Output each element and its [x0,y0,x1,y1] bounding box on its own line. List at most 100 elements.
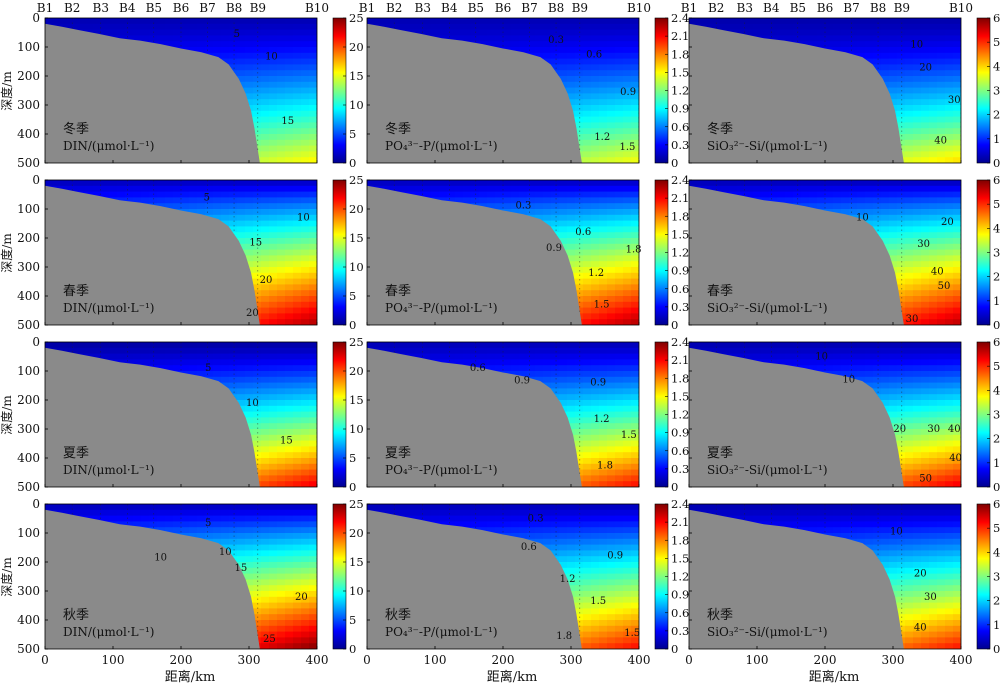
heat-cell [519,23,528,31]
heat-cell [591,23,600,31]
heat-cell [293,110,302,118]
heat-cell [503,41,512,48]
heat-cell [181,180,190,187]
heat-cell [293,243,302,251]
heat-cell [551,35,560,42]
heat-cell [623,70,632,77]
heat-cell [495,191,504,198]
heat-cell [583,255,592,262]
heat-cell [897,64,906,71]
heat-cell [623,284,632,291]
heat-cell [849,41,858,48]
heat-cell [785,197,794,204]
heat-cell [149,23,158,31]
heat-cell [205,203,214,210]
heat-cell [753,180,762,187]
heat-cell [583,35,592,42]
heat-cell [567,64,576,71]
heat-cell [607,313,616,320]
heat-cell [285,319,294,325]
heat-cell [301,243,310,251]
heat-cell [777,29,786,36]
heat-cell [785,185,794,193]
heat-cell [269,191,278,198]
heat-cell [623,272,632,280]
heat-cell [583,52,592,60]
heat-cell [503,180,512,187]
heat-cell [109,180,118,187]
heat-cell [527,209,536,216]
colorbar-tick-label: 0.9 [671,264,689,278]
heat-cell [721,23,730,31]
colorbar-tick-label: 0 [993,156,1000,170]
heat-cell [519,41,528,48]
heat-cell [309,214,317,222]
heat-cell [591,209,600,216]
heat-cell [865,23,874,31]
heat-cell [285,134,294,141]
heat-cell [237,232,246,239]
heat-cell [575,116,584,123]
heat-cell [213,197,222,204]
heat-cell [269,134,278,141]
heat-cell [583,70,592,77]
seabed-land [689,23,904,163]
heat-cell [535,191,544,198]
heat-cell [623,267,632,274]
heat-cell [631,93,639,100]
heat-cell [809,180,818,187]
heat-cell [575,122,584,129]
heat-cell [109,29,118,36]
heat-cell [309,238,317,245]
heat-cell [197,191,206,198]
colorbar-tick-label: 0.6 [671,282,689,296]
heat-cell [865,29,874,36]
heat-cell [591,272,600,280]
heat-cell [301,122,310,129]
heat-cell [567,47,576,54]
heat-cell [253,197,262,204]
heat-cell [245,99,254,106]
heat-cell [623,232,632,239]
heat-cell [785,180,794,187]
heat-cell [921,105,930,112]
heat-cell [945,93,954,100]
heat-cell [109,185,118,193]
heat-cell [309,64,317,71]
heat-cell [953,116,961,123]
heat-cell [591,134,600,141]
heat-cell [309,261,317,268]
heat-cell [615,249,624,256]
heat-cell [285,116,294,123]
heat-cell [293,185,302,193]
heat-cell [841,191,850,198]
heat-cell [149,197,158,204]
heat-cell [615,296,624,303]
heat-cell [543,47,552,54]
heat-cell [277,47,286,54]
heat-cell [929,41,938,48]
heat-cell [93,185,102,193]
heat-cell [277,128,286,135]
heat-cell [85,185,94,193]
heat-cell [285,180,294,187]
heat-cell [623,128,632,135]
heat-cell [591,87,600,94]
heat-cell [761,23,770,31]
heat-cell [881,18,890,25]
heat-cell [631,243,639,251]
heat-cell [623,278,632,285]
heat-cell [607,243,616,251]
heat-cell [591,238,600,245]
heat-cell [487,197,496,204]
heat-cell [519,180,528,187]
heat-cell [889,29,898,36]
heat-cell [913,81,922,89]
heat-cell [945,116,954,123]
heat-cell [375,180,384,187]
heat-cell [237,23,246,31]
heat-cell [953,105,961,112]
heat-cell [921,99,930,106]
heat-cell [889,87,898,94]
colorbar-tick-label: 1.5 [671,65,689,79]
